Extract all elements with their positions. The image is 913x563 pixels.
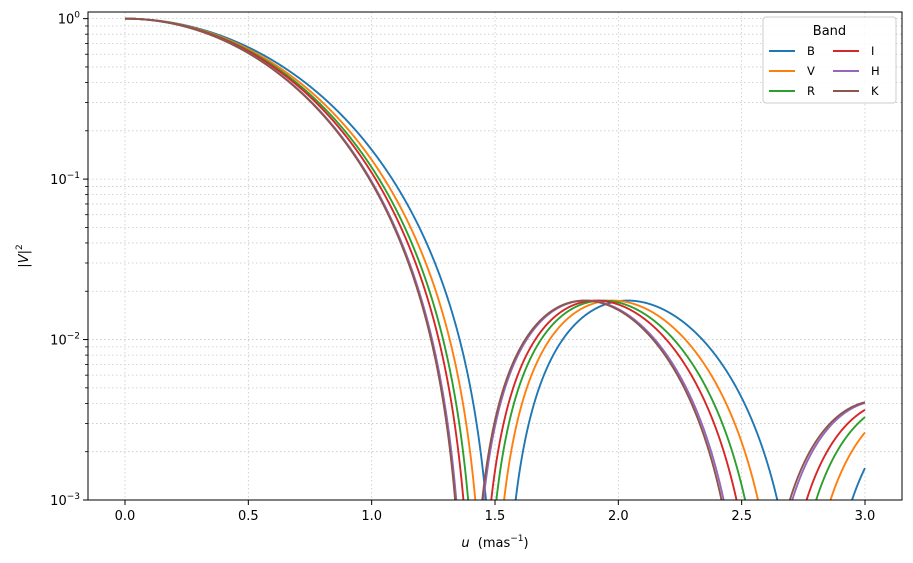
legend-label-B: B (807, 44, 815, 58)
x-tick-label: 0.0 (115, 509, 136, 524)
y-tick-label: 10−2 (50, 332, 80, 349)
y-tick-label: 100 (58, 11, 81, 28)
legend-box (762, 16, 897, 104)
x-tick-label: 2.5 (731, 509, 752, 524)
legend-label-R: R (807, 84, 815, 98)
x-axis-label-unit: (mas (478, 536, 511, 551)
series-line-I (124, 17, 866, 500)
legend-label-I: I (871, 44, 874, 58)
legend-entries: BVR IHK (769, 44, 880, 98)
x-axis-label-var: u (461, 536, 469, 551)
legend: Band BVR IHK (762, 16, 897, 104)
x-tick-label: 2.0 (608, 509, 629, 524)
x-tick-label: 1.5 (485, 509, 506, 524)
series-lines (124, 17, 866, 500)
x-axis-label-exp: −1 (510, 534, 523, 544)
x-tick-label: 0.5 (238, 509, 259, 524)
x-tick-label: 1.0 (361, 509, 382, 524)
y-tick-label: 10−1 (50, 171, 80, 188)
legend-label-H: H (871, 64, 880, 78)
x-axis-label: u (mas−1) (461, 534, 528, 551)
x-axis-label-close: ) (524, 536, 529, 551)
y-tick-label: 10−3 (50, 492, 80, 509)
x-axis-ticks: 0.0 0.5 1.0 1.5 2.0 2.5 3.0 (115, 500, 876, 524)
y-axis-label: |V|2 (15, 244, 32, 267)
y-axis-label-var: |V| (17, 250, 32, 268)
series-line-B (124, 17, 866, 500)
x-tick-label: 3.0 (855, 509, 876, 524)
legend-label-K: K (871, 84, 879, 98)
legend-label-V: V (807, 64, 815, 78)
y-axis-ticks: 10−3 10−2 10−1 100 (50, 11, 88, 509)
y-axis-label-exp: 2 (15, 244, 25, 250)
legend-title: Band (813, 24, 846, 39)
series-line-K (124, 17, 866, 500)
series-line-V (124, 17, 866, 500)
